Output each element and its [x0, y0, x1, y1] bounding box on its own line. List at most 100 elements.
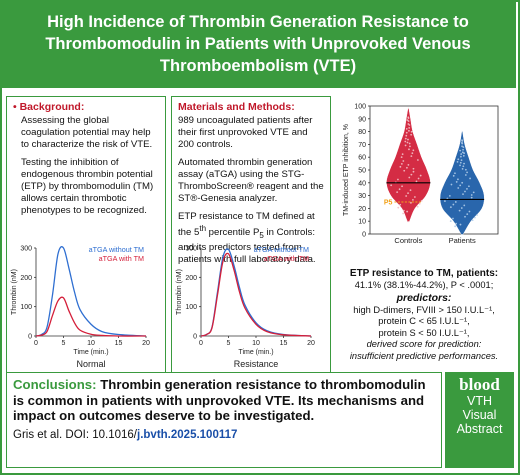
predictor-2: protein C < 65 I.U.L⁻¹,: [378, 316, 470, 326]
series-line-without-tm: [35, 246, 147, 337]
y-tick-label: 200: [20, 275, 32, 282]
data-point: [400, 163, 403, 165]
y-tick-label: 100: [20, 304, 32, 311]
data-point: [466, 187, 468, 190]
y-tick-label: 80: [358, 129, 366, 136]
data-point: [404, 140, 407, 143]
series-line-with-tm: [200, 252, 312, 337]
data-point: [407, 120, 410, 123]
data-point: [412, 167, 415, 170]
results-heading: ETP resistance to TM, patients:: [349, 268, 499, 279]
data-point: [449, 206, 452, 209]
methods-panel: Materials and Methods: 989 uncoagulated …: [171, 96, 331, 426]
x-axis-label: Time (min.): [238, 349, 273, 356]
y-axis-label: TM-induced ETP inhibition, %: [343, 124, 350, 216]
data-point: [419, 174, 422, 177]
data-point: [406, 141, 409, 144]
y-tick-label: 10: [358, 219, 366, 226]
data-point: [412, 149, 415, 152]
data-point: [461, 145, 463, 148]
data-point: [450, 183, 453, 186]
data-point: [463, 204, 466, 207]
x-tick-label: 0: [199, 340, 203, 347]
x-tick-label: 5: [62, 340, 66, 347]
y-tick-label: 200: [185, 275, 197, 282]
data-point: [476, 214, 478, 216]
data-point: [460, 153, 463, 155]
data-point: [411, 152, 414, 155]
data-point: [418, 202, 421, 205]
data-point: [464, 215, 466, 218]
axes: 0 100 200 300 0 5 10 15 20 Thrombin (nM) Time (min…: [11, 246, 150, 370]
data-point: [463, 152, 466, 155]
legend-without-tm: aTGA without TM: [89, 245, 144, 254]
category-label-patients: Patients: [449, 236, 476, 245]
data-point: [408, 142, 411, 145]
data-point: [410, 173, 413, 176]
series-line-with-tm: [35, 296, 147, 337]
data-point: [463, 162, 465, 165]
data-point: [458, 209, 461, 212]
data-point: [459, 223, 462, 226]
data-point: [470, 196, 473, 199]
y-tick-label: 40: [358, 180, 366, 187]
data-point: [408, 127, 411, 129]
data-point: [454, 225, 457, 228]
conclusion-box: Conclusions: Thrombin generation resista…: [6, 372, 442, 468]
category-label-controls: Controls: [394, 236, 422, 245]
data-point: [454, 172, 456, 175]
data-point: [416, 205, 419, 208]
data-point: [471, 219, 474, 222]
conclusion-label: Conclusions:: [13, 377, 97, 392]
x-tick-label: 5: [227, 340, 231, 347]
legend-with-tm: aTGA with TM: [99, 254, 144, 263]
x-tick-label: 15: [115, 340, 123, 347]
conclusion-body: Thrombin generation resistance to thromb…: [13, 377, 426, 423]
data-point: [408, 176, 411, 179]
methods-heading: Materials and Methods:: [178, 101, 295, 113]
y-tick-label: 90: [358, 116, 366, 123]
derived-score-1: derived score for prediction:: [366, 339, 482, 349]
data-point: [459, 149, 462, 152]
y-tick-label: 60: [358, 155, 366, 162]
predictor-3: protein S < 50 I.U.L⁻¹,: [378, 327, 470, 338]
data-point: [410, 130, 413, 133]
data-point: [466, 213, 469, 216]
data-point: [473, 216, 476, 219]
data-point: [461, 142, 464, 145]
data-point: [468, 185, 470, 188]
data-point: [468, 210, 471, 213]
data-point: [417, 159, 419, 161]
data-point: [397, 206, 400, 209]
y-tick-label: 300: [20, 246, 32, 253]
data-point: [472, 191, 475, 194]
data-point: [407, 163, 410, 166]
logo-brand: blood: [459, 375, 500, 394]
results-block: ETP resistance to TM, patients: 41.1% (3…: [336, 268, 512, 362]
x-tick-label: 0: [34, 340, 38, 347]
doi-link[interactable]: j.bvth.2025.100117: [137, 428, 238, 441]
plot-frame: [369, 105, 499, 235]
data-point: [405, 195, 408, 197]
methods-text-3: ETP resistance to TM defined at the 5th …: [178, 211, 316, 266]
data-point: [459, 161, 462, 164]
data-point: [470, 194, 473, 196]
data-point: [462, 193, 464, 196]
violin-chart: 0 10 20 30 40 50 60 70 80 90 100 TM-induced ETP inh…: [340, 100, 510, 265]
data-point: [404, 137, 407, 140]
y-tick-label: 70: [358, 142, 366, 149]
data-point: [413, 196, 416, 198]
data-point: [454, 201, 457, 203]
data-point: [410, 133, 413, 136]
background-text-2: Testing the inhibition of endogenous thr…: [21, 157, 154, 216]
methods-text-1: 989 uncoagulated patients after their fi…: [178, 115, 313, 150]
data-point: [457, 178, 459, 181]
data-point: [405, 134, 408, 137]
data-point: [408, 148, 410, 151]
y-tick-label: 300: [185, 246, 197, 253]
data-point: [461, 140, 464, 142]
data-point: [412, 199, 414, 201]
data-point: [408, 124, 411, 126]
y-axis-label: Thrombin (nM): [176, 269, 183, 315]
data-point: [403, 169, 406, 172]
